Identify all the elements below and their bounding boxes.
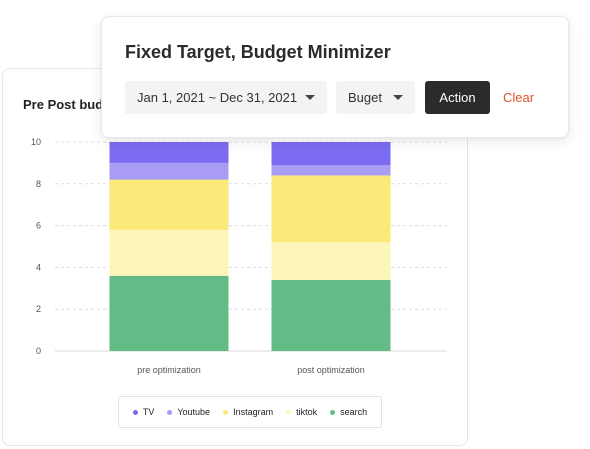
date-range-value: Jan 1, 2021 ~ Dec 31, 2021 [137,90,298,105]
legend-dot-icon [330,409,336,415]
filter-title: Fixed Target, Budget Minimizer [125,42,391,62]
legend-item: Instagram [223,407,273,417]
legend-dot-icon [286,409,292,415]
filter-card: Fixed Target, Budget Minimizer Jan 1, 20… [101,16,569,138]
x-tick-label: pre optimization [137,365,201,375]
budget-value: Buget [348,90,382,105]
y-tick-label: 6 [36,221,41,231]
x-tick-label: post optimization [297,365,365,375]
chart-legend: TV Youtube Instagram tiktok search [118,396,382,428]
bar-segment-instagram [271,175,391,243]
legend-label: tiktok [296,407,318,417]
legend-dot-icon [167,409,173,415]
bar-segment-instagram [109,179,229,230]
budget-select[interactable]: Buget [336,81,415,114]
bar-segment-youtube [109,162,229,180]
date-range-select[interactable]: Jan 1, 2021 ~ Dec 31, 2021 [125,81,327,114]
action-button[interactable]: Action [425,81,490,114]
legend-label: Youtube [177,407,211,417]
y-tick-label: 2 [36,304,41,314]
bar-segment-tv [109,142,229,163]
bar-segment-tiktok [109,229,229,276]
chevron-down-icon [305,95,315,100]
stacked-bar-chart: 0 2 4 6 8 10 pre optimization post optimization [31,137,447,375]
y-tick-label: 0 [36,346,41,356]
chart-title: Pre Post budg [23,97,112,112]
y-tick-label: 4 [36,262,41,272]
legend-item: tiktok [286,407,317,417]
legend-label: search [340,407,368,417]
chevron-down-icon [393,95,403,100]
bar-segment-search [109,275,229,351]
bar-segment-search [271,279,391,351]
legend-item: search [330,407,367,417]
bar-segment-youtube [271,164,391,176]
legend-dot-icon [223,409,229,415]
clear-link[interactable]: Clear [503,90,535,105]
y-tick-label: 8 [36,179,41,189]
legend-label: TV [142,407,155,417]
legend-item: TV [132,407,155,417]
legend-dot-icon [132,409,138,415]
y-tick-label: 10 [31,137,41,147]
legend-label: Instagram [233,407,274,417]
bar-segment-tv [271,142,391,165]
legend-item: Youtube [167,407,210,417]
bar-segment-tiktok [271,242,391,280]
